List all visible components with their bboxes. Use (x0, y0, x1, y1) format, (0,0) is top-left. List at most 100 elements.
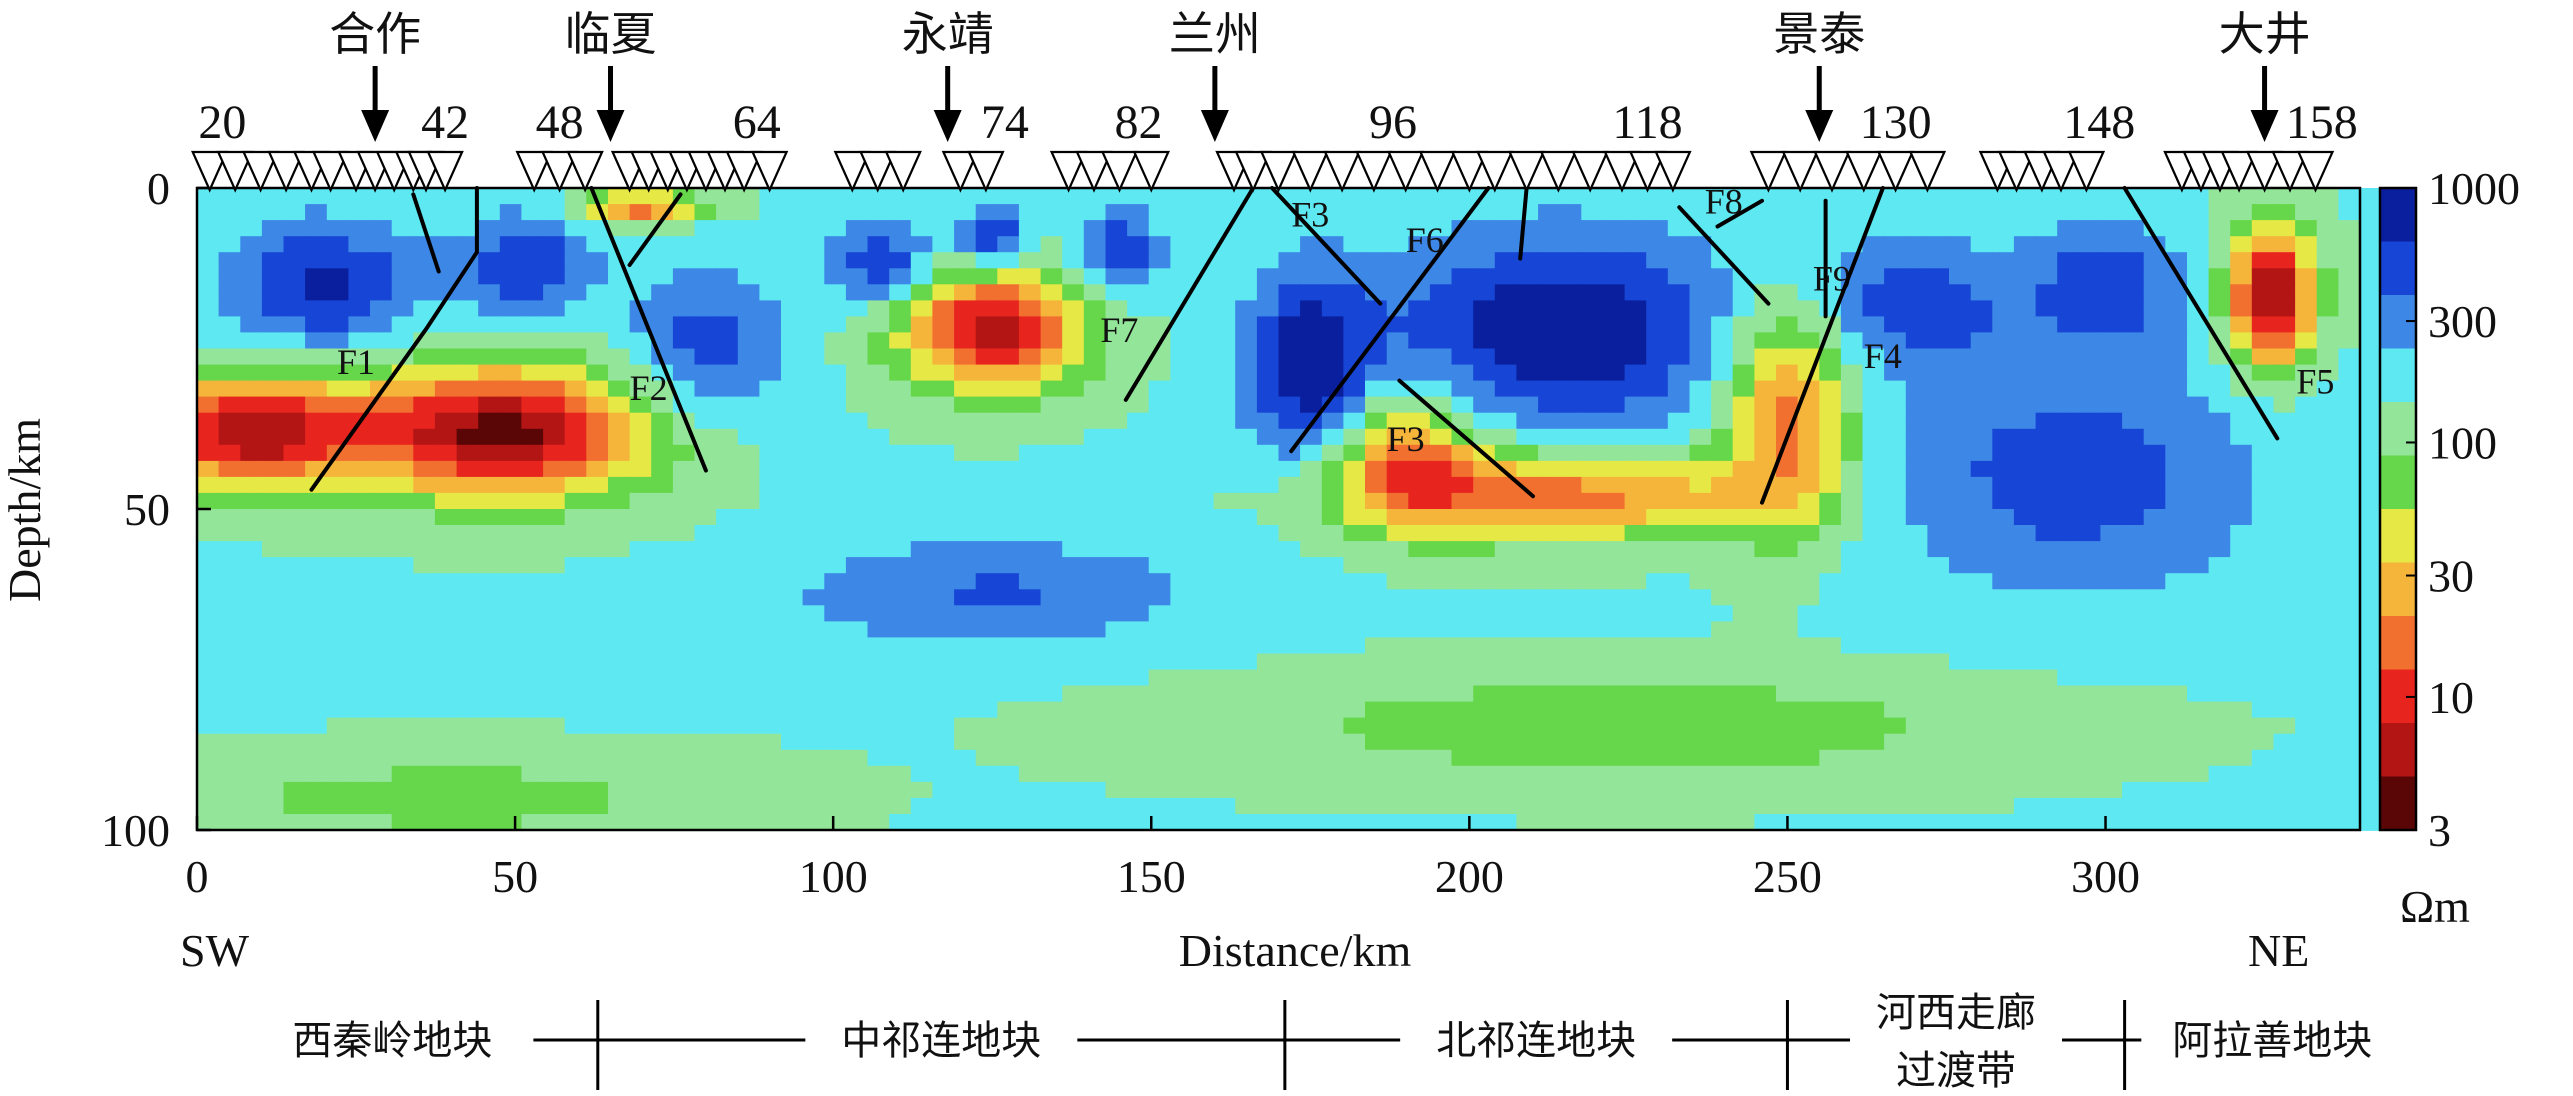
resistivity-cell (1624, 525, 1647, 542)
resistivity-cell (2273, 348, 2296, 366)
resistivity-cell (370, 605, 393, 623)
resistivity-cell (694, 765, 717, 783)
resistivity-cell (2057, 621, 2080, 639)
resistivity-cell (1083, 396, 1107, 414)
resistivity-cell (1127, 765, 1150, 783)
resistivity-cell (2295, 380, 2318, 398)
resistivity-cell (1797, 316, 1820, 334)
resistivity-cell (2013, 396, 2037, 414)
resistivity-cell (197, 669, 220, 687)
resistivity-cell (1754, 268, 1777, 286)
station-number: 74 (981, 96, 1029, 149)
resistivity-cell (1797, 605, 1820, 623)
resistivity-cell (1062, 220, 1085, 237)
resistivity-cell (2273, 701, 2296, 719)
resistivity-cell (1949, 637, 1972, 655)
resistivity-cell (2078, 300, 2102, 318)
resistivity-cell (737, 188, 761, 205)
resistivity-cell (1624, 589, 1647, 607)
resistivity-cell (283, 653, 306, 671)
resistivity-cell (1559, 348, 1583, 366)
resistivity-cell (2360, 653, 2383, 671)
resistivity-cell (1992, 573, 2015, 591)
resistivity-cell (2295, 396, 2318, 414)
resistivity-cell (2230, 814, 2253, 831)
resistivity-cell (2273, 621, 2296, 639)
resistivity-cell (1408, 444, 1431, 462)
resistivity-cell (2122, 412, 2145, 430)
resistivity-cell (413, 669, 436, 687)
resistivity-cell (2013, 765, 2037, 783)
resistivity-cell (1018, 220, 1042, 237)
resistivity-cell (2078, 621, 2102, 639)
resistivity-cell (2295, 284, 2318, 302)
resistivity-cell (889, 733, 912, 751)
resistivity-cell (1754, 380, 1777, 398)
resistivity-cell (737, 348, 761, 366)
resistivity-cell (1819, 460, 1842, 478)
resistivity-cell (283, 685, 306, 703)
resistivity-cell (1192, 300, 1215, 318)
resistivity-cell (1819, 220, 1842, 237)
resistivity-cell (781, 348, 804, 366)
resistivity-cell (2035, 380, 2058, 398)
resistivity-cell (672, 220, 696, 237)
resistivity-cell (1905, 749, 1929, 767)
colorbar-swatch (2380, 241, 2416, 296)
resistivity-cell (1105, 525, 1128, 542)
resistivity-cell (434, 621, 458, 639)
resistivity-cell (305, 300, 328, 318)
resistivity-cell (1235, 557, 1258, 574)
resistivity-cell (1992, 669, 2015, 687)
resistivity-cell (1105, 781, 1128, 799)
resistivity-cell (1581, 605, 1604, 623)
resistivity-cell (543, 605, 566, 623)
resistivity-cell (867, 252, 890, 270)
resistivity-cell (1538, 637, 1561, 655)
resistivity-cell (1386, 509, 1410, 526)
resistivity-cell (1278, 589, 1301, 607)
resistivity-cell (2316, 300, 2340, 318)
resistivity-cell (759, 380, 782, 398)
resistivity-cell (1192, 701, 1215, 719)
resistivity-cell (2316, 252, 2340, 270)
resistivity-cell (1603, 765, 1626, 783)
resistivity-cell (1711, 541, 1734, 558)
resistivity-cell (910, 332, 934, 350)
resistivity-cell (283, 188, 306, 205)
resistivity-cell (1927, 573, 1950, 591)
resistivity-cell (1840, 717, 1864, 735)
resistivity-cell (240, 492, 263, 510)
resistivity-cell (651, 492, 674, 510)
resistivity-cell (2316, 573, 2340, 591)
resistivity-cell (434, 380, 458, 398)
resistivity-cell (543, 509, 566, 526)
resistivity-cell (824, 621, 847, 639)
resistivity-cell (2078, 396, 2102, 414)
resistivity-cell (889, 653, 912, 671)
resistivity-cell (1776, 765, 1799, 783)
resistivity-cell (499, 733, 523, 751)
resistivity-cell (2208, 797, 2231, 815)
resistivity-cell (348, 316, 371, 334)
resistivity-cell (1018, 444, 1042, 462)
resistivity-cell (348, 492, 371, 510)
resistivity-cell (1797, 637, 1820, 655)
resistivity-cell (1170, 204, 1193, 221)
resistivity-cell (1343, 541, 1366, 558)
resistivity-cell (2251, 316, 2275, 334)
resistivity-cell (1689, 685, 1712, 703)
resistivity-cell (2165, 717, 2188, 735)
resistivity-cell (1062, 460, 1085, 478)
resistivity-cell (932, 733, 955, 751)
resistivity-cell (1365, 364, 1388, 382)
resistivity-cell (1105, 492, 1128, 510)
resistivity-cell (932, 701, 955, 719)
resistivity-cell (2316, 316, 2340, 334)
resistivity-cell (2100, 268, 2123, 286)
resistivity-cell (197, 797, 220, 815)
resistivity-cell (672, 332, 696, 350)
resistivity-cell (1711, 300, 1734, 318)
resistivity-cell (608, 701, 631, 719)
station-number: 130 (1860, 96, 1932, 149)
